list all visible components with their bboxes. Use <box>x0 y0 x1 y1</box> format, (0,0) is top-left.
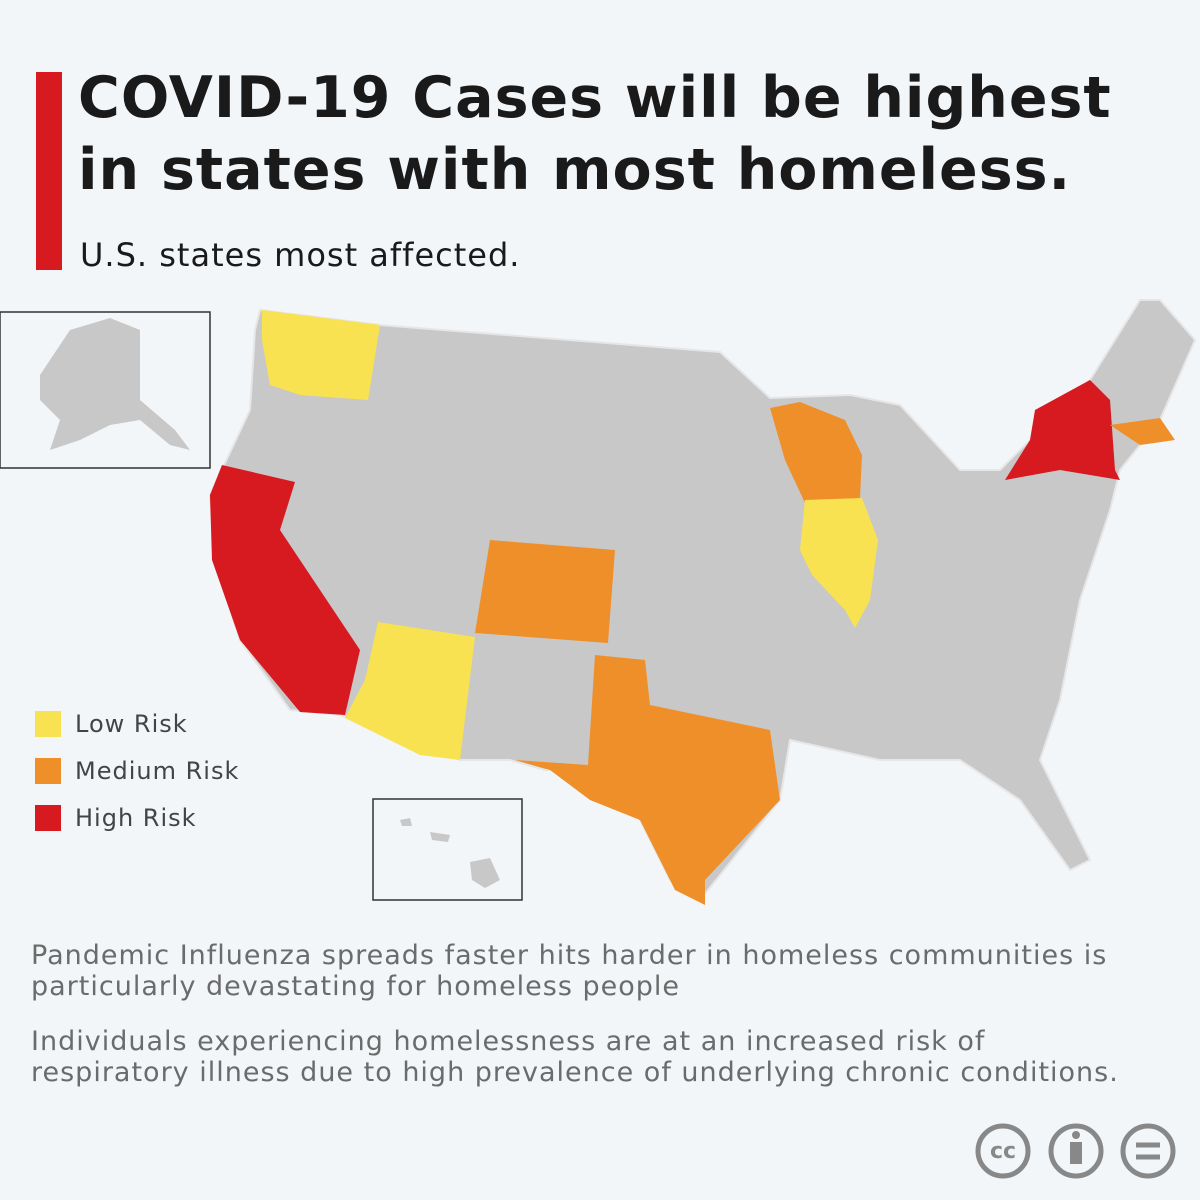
subtitle: U.S. states most affected. <box>80 236 521 274</box>
by-head <box>1072 1131 1080 1139</box>
license-icons <box>975 1123 1176 1179</box>
legend-label: Low Risk <box>75 709 188 738</box>
state <box>1005 380 1120 480</box>
accent-bar <box>36 72 62 270</box>
state <box>262 310 380 400</box>
hawaii-island <box>430 832 450 842</box>
title: COVID-19 Cases will be highest in states… <box>78 65 1112 203</box>
paragraph: Individuals experiencing homelessness ar… <box>31 1026 1119 1088</box>
legend-item: Low Risk <box>35 700 239 747</box>
legend-swatch <box>35 757 61 784</box>
state <box>345 622 475 760</box>
legend-swatch <box>35 710 61 737</box>
state <box>1110 418 1175 445</box>
cc-text: cc <box>990 1139 1016 1164</box>
cc-icon <box>975 1123 1031 1179</box>
hawaii-island <box>400 818 412 826</box>
legend-label: High Risk <box>75 803 197 832</box>
state <box>515 655 780 905</box>
legend-item: Medium Risk <box>35 747 239 794</box>
state <box>210 465 360 715</box>
legend-label: Medium Risk <box>75 756 240 785</box>
legend-item: High Risk <box>35 794 239 841</box>
hawaii-inset <box>372 798 523 901</box>
alaska <box>40 318 190 450</box>
risk-states <box>210 310 1175 905</box>
by-body <box>1070 1142 1082 1164</box>
legend-swatch <box>35 804 61 831</box>
legend: Low Risk Medium Risk High Risk <box>35 700 239 841</box>
nd-icon <box>1120 1123 1176 1179</box>
state <box>800 498 878 628</box>
paragraph: Pandemic Influenza spreads faster hits h… <box>31 940 1108 1002</box>
state <box>475 540 615 643</box>
hawaii <box>470 858 500 888</box>
state <box>770 402 862 503</box>
alaska-inset <box>0 311 211 469</box>
by-icon <box>1048 1123 1104 1179</box>
